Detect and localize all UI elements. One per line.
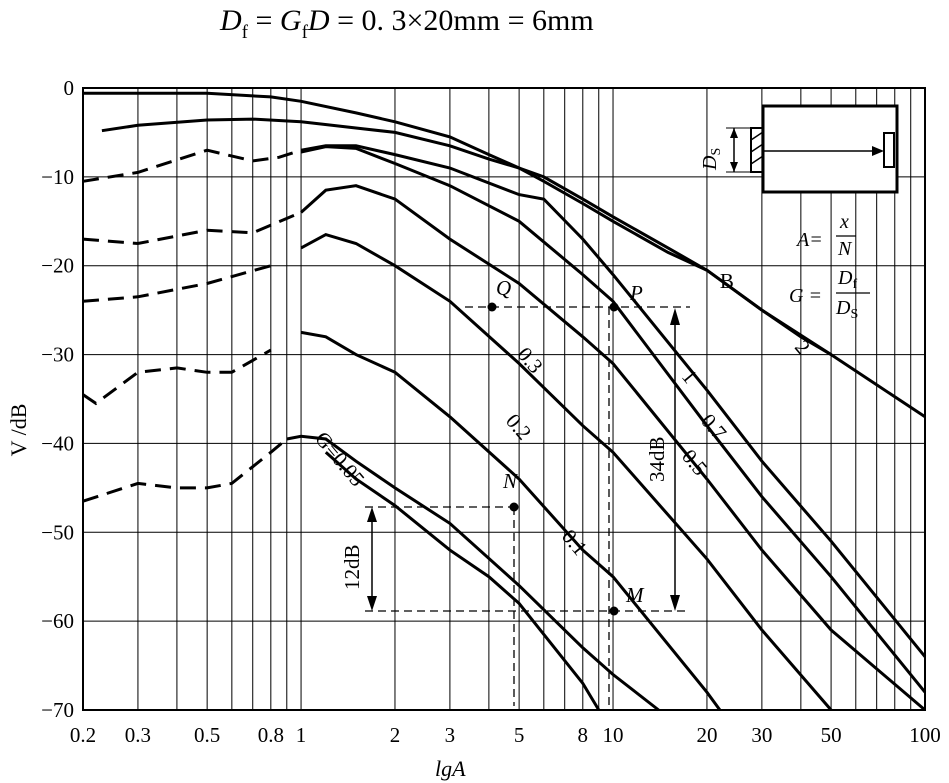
inset-hatch-2 — [750, 143, 764, 153]
title-formula: Df = GfD = 0. 3×20mm = 6mm — [219, 4, 594, 43]
inset-g-num: Df — [837, 267, 857, 292]
arrow-34db-down — [670, 595, 680, 611]
construction-lines — [365, 306, 690, 706]
label-n: N — [502, 469, 518, 493]
curve-0.5 — [300, 184, 926, 712]
annotation-points — [487, 302, 619, 616]
x-tick-label: 8 — [578, 723, 589, 747]
inset-a-den: N — [837, 238, 853, 260]
inset-g-den: DS — [835, 297, 858, 322]
label-12db: 12dB — [340, 544, 364, 590]
label-p: P — [629, 281, 643, 305]
x-tick-label: 50 — [821, 723, 842, 747]
y-tick-labels: 0 −10 −20 −30 −40 −50 −60 −70 — [41, 76, 74, 722]
inset-arrowhead — [872, 146, 884, 156]
y-axis-label: V /dB — [6, 404, 31, 457]
curve-0.3-dashed — [82, 264, 272, 303]
inset-hatch-1 — [750, 131, 764, 141]
curve-label-0.2: 0.2 — [501, 409, 536, 445]
y-tick-label: −20 — [41, 254, 74, 278]
x-tick-label: 0.2 — [70, 723, 96, 747]
x-tick-label: 1 — [296, 723, 307, 747]
y-tick-label: −50 — [41, 520, 74, 544]
curve-0.3 — [300, 232, 833, 711]
curve-0.2 — [300, 330, 722, 711]
plot-frame — [82, 87, 926, 711]
curve-1 — [300, 144, 927, 658]
curve-0.7 — [300, 145, 927, 694]
curve-1-dashed — [82, 148, 302, 183]
inset-a-num: x — [839, 211, 849, 233]
inset-ds-label: DS — [699, 148, 724, 171]
x-tick-label: 5 — [514, 723, 525, 747]
y-tick-label: −70 — [41, 698, 74, 722]
curve-0.1-dashed — [82, 437, 288, 503]
curve-label-G=0.05: G=0.05 — [310, 427, 369, 491]
x-tick-label: 2 — [390, 723, 401, 747]
curve-0.1 — [286, 434, 660, 712]
arrow-12db-down — [367, 596, 377, 611]
inset-transducer — [750, 127, 764, 173]
x-tick-label: 30 — [751, 723, 772, 747]
y-tick-label: −30 — [41, 343, 74, 367]
x-tick-label: 20 — [696, 723, 717, 747]
grid — [83, 87, 925, 711]
x-tick-label: 3 — [445, 723, 456, 747]
curve-label-0.3: 0.3 — [513, 342, 548, 378]
point-m — [609, 606, 619, 616]
x-tick-label: 100 — [909, 723, 941, 747]
inset-ds-arrow-down — [730, 162, 738, 172]
x-tick-label: 0.3 — [125, 723, 151, 747]
curves — [82, 91, 927, 712]
y-tick-label: −60 — [41, 609, 74, 633]
point-p — [609, 302, 619, 312]
curve-label-B: B — [720, 269, 734, 293]
inset-ds-arrow-up — [730, 128, 738, 138]
point-n — [509, 502, 519, 512]
inset-diagram: DS A= x N G = Df DS — [699, 104, 899, 322]
inset-a-eq: A= — [795, 229, 823, 251]
arrow-12db-up — [367, 507, 377, 522]
inset-hatch-3 — [750, 155, 764, 165]
arrow-34db-up — [670, 308, 680, 325]
inset-reflector — [883, 132, 895, 168]
title-d: D — [219, 4, 242, 37]
curve-0.5-dashed — [82, 211, 302, 246]
inset-g-eq: G = — [789, 285, 822, 307]
x-tick-labels: 0.2 0.3 0.5 0.8 1 2 3 5 8 10 20 30 50 100 — [70, 723, 941, 747]
x-tick-label: 0.5 — [194, 723, 220, 747]
y-tick-label: −10 — [41, 165, 74, 189]
x-axis-label: lgA — [435, 756, 466, 781]
curve-2 — [101, 117, 832, 356]
x-tick-label: 10 — [603, 723, 624, 747]
y-tick-label: −40 — [41, 431, 74, 455]
curve-G=0.05 — [324, 451, 601, 711]
label-m: M — [625, 583, 645, 607]
label-q: Q — [496, 276, 511, 300]
point-q — [487, 302, 497, 312]
curve-0.2-dashed — [82, 348, 272, 406]
x-tick-label: 0.8 — [258, 723, 284, 747]
y-tick-label: 0 — [64, 76, 75, 100]
label-34db: 34dB — [645, 436, 669, 482]
